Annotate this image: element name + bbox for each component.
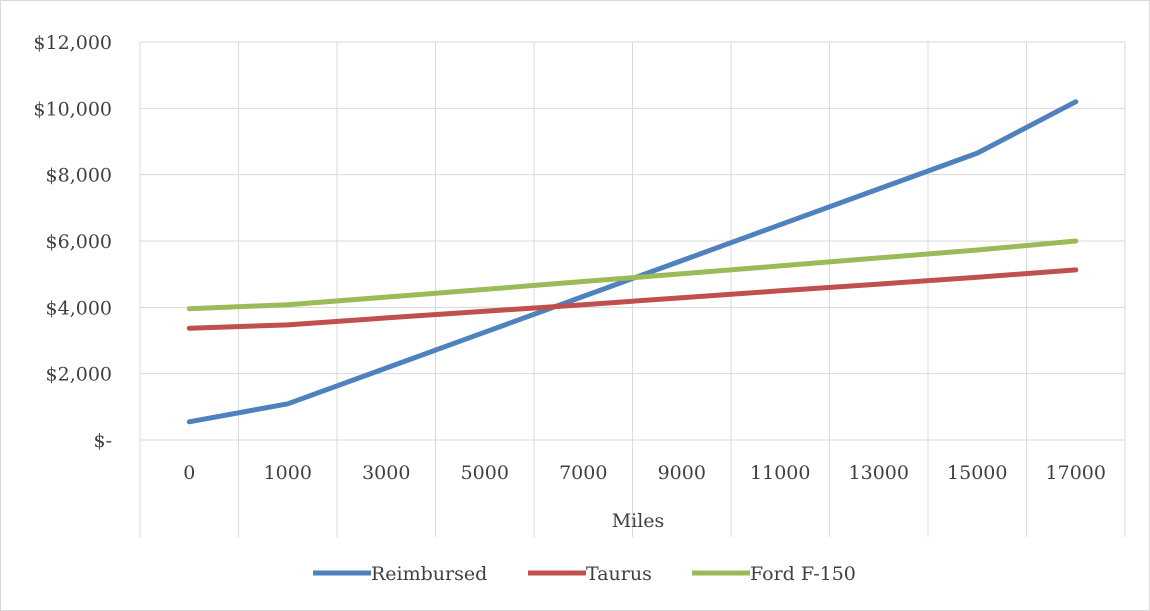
gridlines <box>139 41 1126 537</box>
legend-label-taurus: Taurus <box>586 563 652 585</box>
legend: Reimbursed Taurus Ford F-150 <box>313 563 856 585</box>
y-tick-label: $10,000 <box>33 98 112 120</box>
series-lines <box>186 99 1079 425</box>
y-tick-label: $2,000 <box>46 364 112 386</box>
x-tick-label: 13000 <box>849 462 909 484</box>
y-tick-label: $8,000 <box>46 165 112 187</box>
series-line-ford-f-150 <box>186 238 1079 312</box>
x-axis-ticks: 0 1000 3000 5000 7000 9000 11000 13000 15000 1700… <box>183 462 1106 484</box>
y-tick-label: $12,000 <box>33 32 112 54</box>
y-axis-ticks: $- $2,000 $4,000 $6,000 $8,000 $10,000 $12,000 <box>33 32 112 452</box>
x-tick-label: 17000 <box>1046 462 1106 484</box>
x-tick-label: 9000 <box>658 462 706 484</box>
y-tick-label: $6,000 <box>46 231 112 253</box>
x-tick-label: 15000 <box>947 462 1007 484</box>
x-axis-title: Miles <box>612 510 665 532</box>
x-tick-label: 7000 <box>559 462 607 484</box>
x-tick-label: 5000 <box>461 462 509 484</box>
legend-label-ford-f-150: Ford F-150 <box>750 563 856 585</box>
x-tick-label: 0 <box>183 462 195 484</box>
x-tick-label: 11000 <box>750 462 810 484</box>
x-tick-label: 1000 <box>264 462 312 484</box>
y-tick-label: $4,000 <box>46 297 112 319</box>
legend-label-reimbursed: Reimbursed <box>371 563 487 585</box>
series-line-taurus <box>186 267 1079 331</box>
x-tick-label: 3000 <box>362 462 410 484</box>
y-tick-label: $- <box>93 430 112 452</box>
